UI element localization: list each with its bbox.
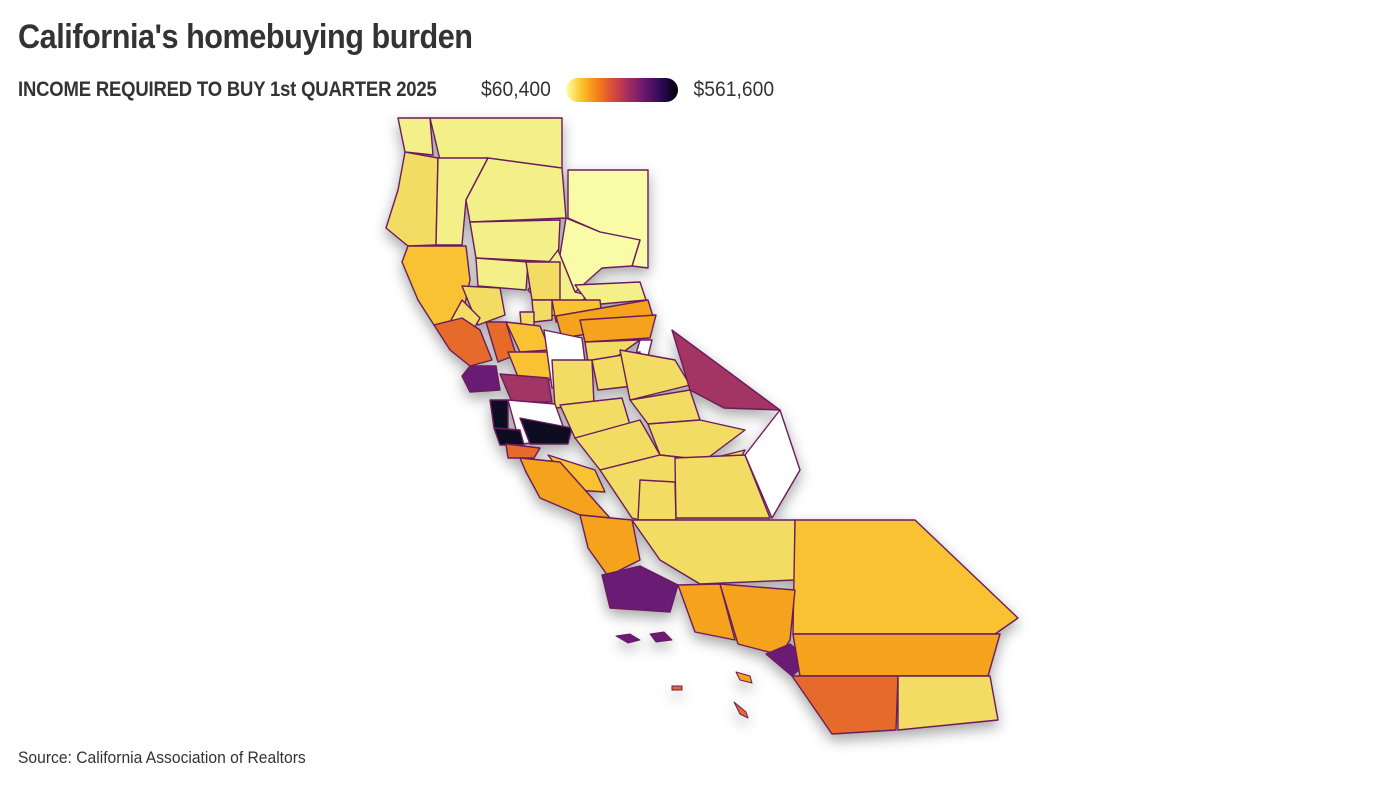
county-san-mateo (493, 427, 525, 446)
county-island-santa-barbara (615, 633, 641, 644)
county-imperial (897, 675, 999, 731)
county-san-diego (791, 675, 899, 735)
county-inyo (744, 409, 801, 519)
county-trinity (435, 157, 489, 246)
legend-gradient-bar (565, 78, 678, 102)
county-san-joaquin (551, 359, 595, 409)
county-island-santa-barbara-2 (649, 631, 673, 643)
county-yuba (531, 299, 553, 323)
county-mono (671, 329, 781, 411)
legend-title: INCOME REQUIRED TO BUY 1st QUARTER 2025 (18, 78, 437, 101)
county-sonoma (433, 317, 493, 367)
county-kern (631, 519, 796, 585)
county-del-norte (397, 117, 434, 156)
legend-min-label: $60,400 (481, 78, 551, 101)
county-kings (637, 479, 677, 521)
county-san-francisco (489, 399, 509, 431)
county-solano (507, 351, 553, 383)
county-el-dorado (579, 314, 657, 343)
county-santa-cruz (505, 443, 541, 459)
county-butte (525, 261, 561, 301)
county-island-la-3 (671, 685, 683, 691)
county-island-la-2 (733, 701, 749, 719)
county-contra-costa (499, 373, 553, 403)
county-santa-clara (519, 417, 573, 445)
county-tehama (469, 219, 561, 263)
legend-max-label: $561,600 (693, 78, 775, 101)
chart-title: California's homebuying burden (18, 18, 473, 56)
county-ventura (677, 583, 736, 641)
county-glenn (475, 257, 529, 291)
county-madera (647, 419, 746, 461)
county-tulare (674, 454, 771, 519)
county-shasta (465, 157, 567, 223)
county-marin (461, 365, 501, 393)
county-riverside (792, 633, 1001, 677)
county-san-luis-obispo (579, 514, 641, 577)
source-note: Source: California Association of Realto… (18, 748, 306, 767)
county-santa-barbara (601, 565, 679, 613)
county-island-la-1 (735, 671, 753, 684)
county-los-angeles (719, 583, 796, 656)
county-san-bernardino (792, 519, 1019, 635)
county-humboldt (385, 151, 439, 247)
color-legend: INCOME REQUIRED TO BUY 1st QUARTER 2025 … (18, 76, 778, 104)
